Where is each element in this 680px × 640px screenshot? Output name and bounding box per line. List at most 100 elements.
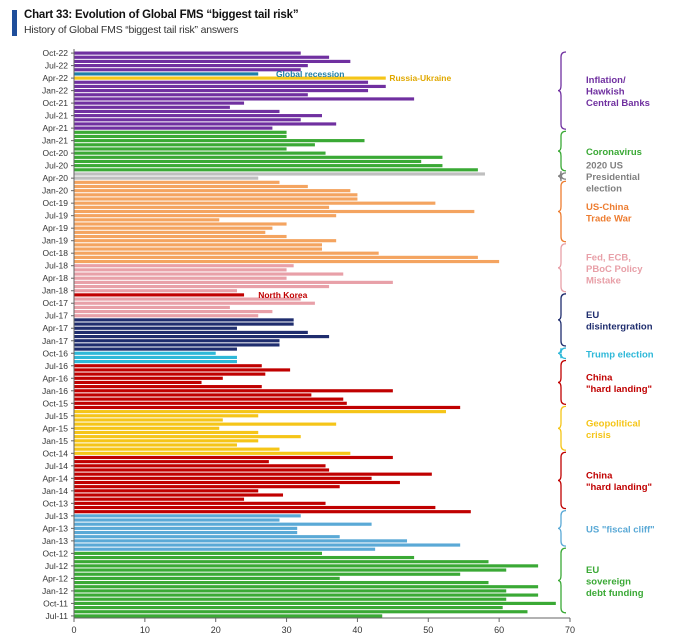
bar (74, 355, 237, 360)
y-tick-label: Oct-13 (42, 498, 68, 508)
bar (74, 226, 273, 230)
bar (74, 376, 223, 380)
group-label: PBoC Policy (586, 264, 643, 275)
y-tick-label: Apr-21 (42, 123, 68, 133)
y-tick-label: Oct-12 (42, 548, 68, 558)
bar (74, 368, 291, 372)
bar (74, 393, 312, 397)
group-label: "hard landing" (586, 482, 652, 493)
bar (74, 97, 415, 101)
bar (74, 280, 393, 284)
bar (74, 601, 556, 605)
y-tick-label: Oct-20 (42, 148, 68, 158)
y-tick-label: Jan-12 (42, 586, 68, 596)
bar (74, 230, 266, 234)
bar (74, 272, 344, 276)
bar (74, 447, 280, 451)
bar (74, 526, 298, 530)
group-label: Presidential (586, 172, 640, 183)
group-label: China (586, 373, 613, 384)
bar (74, 576, 340, 580)
bar (74, 605, 503, 610)
group-bracket (557, 347, 567, 360)
y-tick-label: Oct-22 (42, 48, 68, 58)
group-label: Geopolitical (586, 419, 640, 430)
bar (74, 114, 322, 118)
bar (74, 480, 400, 485)
bar (74, 251, 379, 255)
bar (74, 364, 262, 368)
bar (74, 143, 315, 147)
bar (74, 489, 259, 493)
bar (74, 268, 287, 272)
group-label: EU (586, 310, 599, 321)
bar (74, 80, 369, 84)
bar (74, 330, 308, 334)
bar (74, 339, 280, 343)
bar (74, 410, 446, 414)
group-label: disintergration (586, 322, 653, 333)
bar (74, 597, 507, 601)
y-tick-label: Jan-21 (42, 136, 68, 146)
group-label: "hard landing" (586, 384, 652, 395)
bar (74, 468, 330, 472)
bar (74, 564, 539, 568)
bar (74, 289, 237, 293)
bar (74, 439, 259, 443)
bar (74, 547, 376, 551)
bar (74, 297, 301, 301)
bar (74, 485, 340, 489)
y-tick-label: Jul-21 (45, 111, 68, 121)
bar (74, 64, 308, 68)
group-label: Coronavirus (586, 147, 642, 158)
y-tick-label: Apr-16 (42, 373, 68, 383)
bar (74, 209, 475, 214)
bar (74, 572, 461, 576)
bar (74, 426, 220, 430)
bar (74, 105, 230, 109)
bar (74, 159, 422, 164)
bar (74, 422, 337, 426)
x-tick-label: 0 (71, 625, 76, 635)
bar (74, 284, 330, 289)
y-tick-label: Jul-17 (45, 311, 68, 321)
bar (74, 184, 308, 189)
bar (74, 189, 351, 193)
bar (74, 464, 326, 468)
y-tick-label: Apr-15 (42, 423, 68, 433)
bar (74, 309, 273, 314)
group-bracket (557, 51, 567, 130)
bar (74, 218, 220, 222)
bar-annotation: Global recession (276, 69, 345, 79)
bar (74, 180, 280, 184)
y-tick-label: Oct-19 (42, 198, 68, 208)
bar (74, 55, 330, 59)
group-label: US "fiscal cliff" (586, 524, 655, 535)
bar (74, 535, 340, 539)
bar (74, 585, 539, 589)
bar (74, 214, 337, 218)
bar (74, 276, 287, 280)
bar (74, 397, 344, 401)
title-accent-bar (12, 10, 17, 36)
y-tick-label: Apr-12 (42, 573, 68, 583)
group-label: Trump election (586, 349, 654, 360)
bar (74, 93, 308, 97)
bar (74, 418, 223, 422)
y-tick-label: Jul-15 (45, 411, 68, 421)
bar (74, 84, 386, 89)
y-tick-label: Apr-13 (42, 523, 68, 533)
y-tick-label: Apr-22 (42, 73, 68, 83)
bar (74, 430, 259, 435)
bar (74, 68, 301, 72)
bar (74, 259, 500, 264)
group-bracket (557, 293, 567, 347)
group-bracket (557, 180, 567, 243)
group-label: US-China (586, 202, 629, 213)
y-tick-label: Jan-18 (42, 286, 68, 296)
bar (74, 314, 259, 318)
bar-annotation: North Korea (258, 290, 307, 300)
y-tick-label: Jul-22 (45, 61, 68, 71)
bar (74, 501, 326, 505)
